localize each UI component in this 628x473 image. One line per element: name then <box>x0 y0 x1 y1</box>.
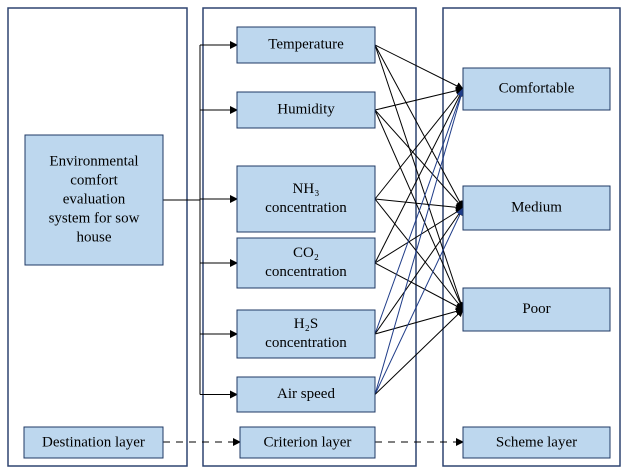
criterion-node-label: Temperature <box>268 36 344 52</box>
layer-box <box>462 426 611 459</box>
arrow <box>374 307 464 335</box>
arrow <box>374 198 464 311</box>
arrow <box>374 44 465 311</box>
arrow <box>374 308 464 395</box>
destination-node-label: system for sow <box>49 210 140 226</box>
scheme-node-label: Medium <box>511 199 562 215</box>
destination-node-label: comfort <box>70 172 118 188</box>
criterion-node <box>236 376 376 413</box>
arrow <box>374 109 464 209</box>
layer-label: Criterion layer <box>264 434 352 450</box>
criterion-node-label: concentration <box>265 200 347 216</box>
arrow <box>374 207 464 335</box>
destination-node <box>24 134 164 266</box>
criterion-node <box>236 309 376 359</box>
criterion-node-label: CO₂ <box>293 245 319 261</box>
arrow <box>374 88 464 264</box>
criterion-node <box>236 165 376 233</box>
arrow <box>374 262 464 310</box>
criterion-node-label: H₂S <box>294 316 318 332</box>
destination-node-label: Environmental <box>49 153 138 169</box>
arrow <box>374 86 464 111</box>
destination-node-label: house <box>77 229 112 245</box>
destination-node-label: evaluation <box>63 191 126 207</box>
links <box>163 41 465 446</box>
criterion-node-label: Humidity <box>277 101 335 117</box>
scheme-node-label: Comfortable <box>499 80 575 96</box>
arrow <box>374 88 465 335</box>
criterion-node-label: concentration <box>265 335 347 351</box>
criterion-node <box>236 237 376 289</box>
nodes: Environmental comfort evaluation system for… <box>23 26 611 459</box>
arrow <box>374 88 464 200</box>
scheme-node <box>462 287 611 332</box>
criterion-node <box>236 91 376 129</box>
arrow <box>374 44 464 209</box>
criterion-node-label: NH₃ <box>293 181 320 197</box>
scheme-node <box>462 67 611 111</box>
layer-label: Scheme layer <box>496 434 577 450</box>
scheme-node <box>462 185 611 231</box>
criterion-node-label: concentration <box>265 264 347 280</box>
criterion-node-label: Air speed <box>277 386 335 402</box>
layer-box <box>23 426 164 459</box>
destination-panel <box>7 7 188 467</box>
arrow <box>374 44 464 90</box>
arrow <box>374 207 464 395</box>
arrow <box>374 109 464 311</box>
scheme-node-label: Poor <box>522 301 550 317</box>
criterion-node <box>236 26 376 64</box>
layer-box <box>239 426 376 459</box>
arrow <box>374 207 464 264</box>
arrow <box>374 198 464 212</box>
layer-label: Destination layer <box>42 434 145 450</box>
arrow <box>374 88 465 395</box>
